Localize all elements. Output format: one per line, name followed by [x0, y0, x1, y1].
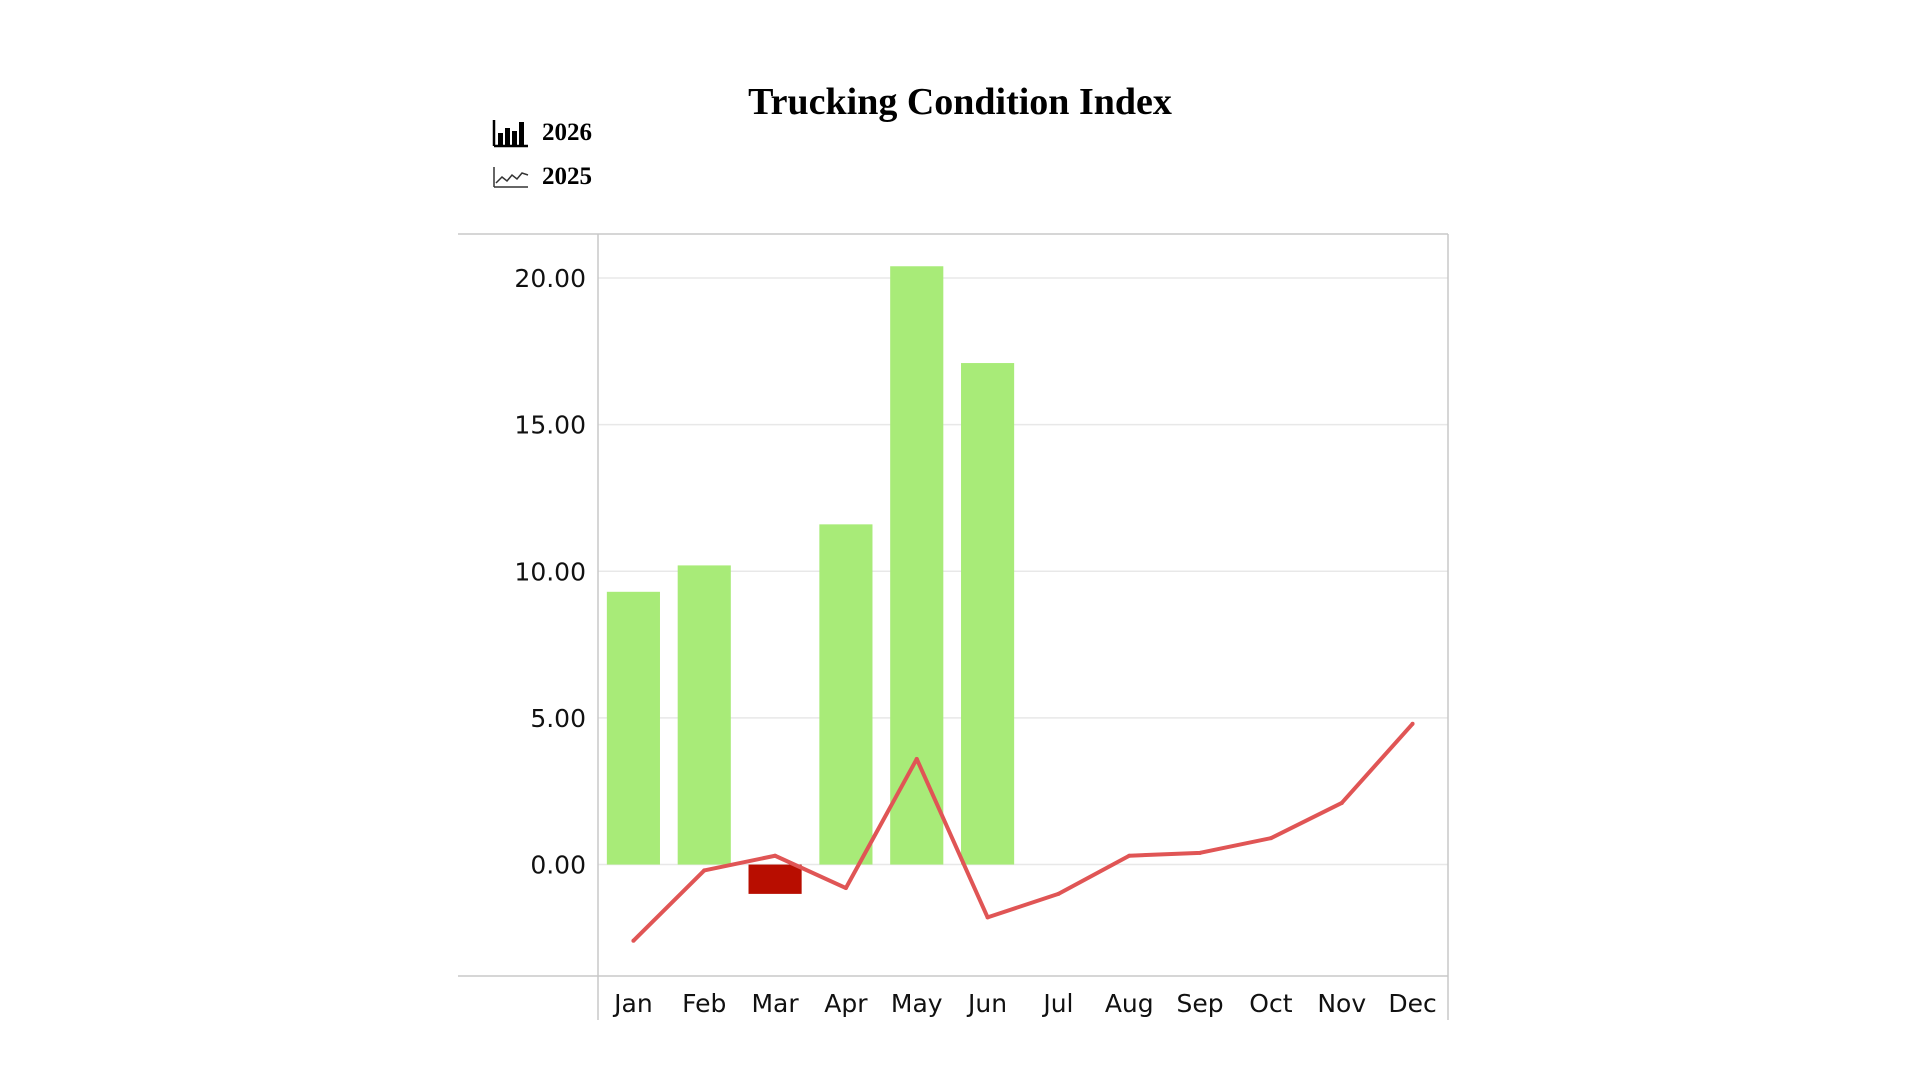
line-point-jul[interactable] [1056, 891, 1061, 896]
line-point-oct[interactable] [1268, 836, 1273, 841]
x-tick-label: May [891, 989, 943, 1018]
y-tick-label: 10.00 [514, 557, 586, 586]
line-point-dec[interactable] [1410, 721, 1415, 726]
line-point-feb[interactable] [702, 868, 707, 873]
x-tick-label: Jan [612, 989, 653, 1018]
line-point-aug[interactable] [1127, 853, 1132, 858]
y-tick-label: 0.00 [530, 851, 586, 880]
line-point-nov[interactable] [1339, 800, 1344, 805]
line-point-may[interactable] [914, 756, 919, 761]
y-tick-label: 5.00 [530, 704, 586, 733]
bar-jan[interactable] [606, 591, 660, 865]
bar-feb[interactable] [677, 565, 731, 865]
line-point-jun[interactable] [985, 915, 990, 920]
x-tick-label: Feb [682, 989, 726, 1018]
y-tick-label: 20.00 [514, 264, 586, 293]
legend-item-2025[interactable]: 2025 [492, 163, 592, 191]
bar-jun[interactable] [961, 363, 1015, 865]
x-tick-label: Oct [1249, 989, 1292, 1018]
x-tick-label: Aug [1105, 989, 1154, 1018]
line-series-2025[interactable] [632, 722, 1415, 943]
line-point-jan[interactable] [631, 938, 636, 943]
bar-apr[interactable] [819, 524, 873, 865]
x-tick-label: Jul [1041, 989, 1073, 1018]
x-tick-label: Apr [824, 989, 868, 1018]
line-point-mar[interactable] [773, 853, 778, 858]
legend-label-2026: 2026 [542, 119, 592, 146]
x-tick-label: Nov [1317, 989, 1366, 1018]
x-tick-label: Dec [1388, 989, 1436, 1018]
x-tick-label: Mar [751, 989, 799, 1018]
x-tick-label: Sep [1177, 989, 1224, 1018]
x-tick-label: Jun [966, 989, 1007, 1018]
line-chart-icon [493, 167, 529, 188]
chart-title: Trucking Condition Index [748, 81, 1172, 123]
legend-item-2026[interactable]: 2026 [492, 118, 592, 148]
line-point-apr[interactable] [843, 886, 848, 891]
y-tick-label: 15.00 [514, 411, 586, 440]
bar-chart-icon [492, 120, 528, 148]
legend-label-2025: 2025 [542, 163, 592, 190]
bar-may[interactable] [890, 266, 944, 865]
bar-mar[interactable] [748, 864, 802, 894]
line-point-sep[interactable] [1198, 850, 1203, 855]
